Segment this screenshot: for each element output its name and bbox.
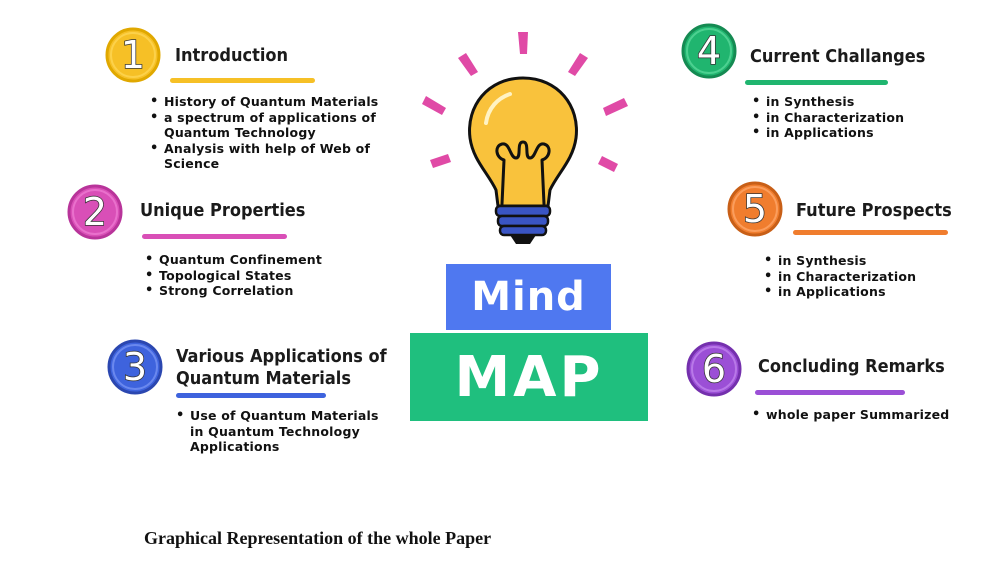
section-2-underline [142, 234, 287, 239]
number-6: 6 [701, 346, 727, 392]
list-item: Use of Quantum Materials in Quantum Tech… [176, 408, 391, 455]
section-1-bullets: History of Quantum Materials a spectrum … [150, 94, 380, 172]
section-2-bullets: Quantum Confinement Topological States S… [145, 252, 375, 299]
number-badge-6: 6 [685, 340, 743, 398]
list-item: in Characterization [752, 110, 952, 126]
list-item: in Synthesis [764, 253, 964, 269]
number-badge-3: 3 [106, 338, 164, 396]
section-4-bullets: in Synthesis in Characterization in Appl… [752, 94, 952, 141]
section-6-title: Concluding Remarks [758, 356, 945, 377]
number-1: 1 [120, 32, 146, 78]
light-ray-icon [422, 32, 628, 172]
mind-box: Mind [446, 264, 611, 330]
number-3: 3 [122, 344, 148, 390]
list-item: in Synthesis [752, 94, 952, 110]
light-bulb-icon [418, 28, 628, 253]
list-item: in Characterization [764, 269, 964, 285]
section-4-underline [745, 80, 888, 85]
section-3-bullets: Use of Quantum Materials in Quantum Tech… [176, 408, 391, 455]
map-box: MAP [410, 333, 648, 421]
number-badge-1: 1 [104, 26, 162, 84]
section-6-underline [755, 390, 905, 395]
list-item: Strong Correlation [145, 283, 375, 299]
mind-label: Mind [471, 274, 586, 320]
section-5-underline [793, 230, 948, 235]
figure-caption: Graphical Representation of the whole Pa… [144, 528, 492, 548]
section-5-bullets: in Synthesis in Characterization in Appl… [764, 253, 964, 300]
section-1-underline [170, 78, 315, 83]
list-item: Topological States [145, 268, 375, 284]
section-1-title: Introduction [175, 45, 289, 66]
list-item: Quantum Confinement [145, 252, 375, 268]
number-badge-4: 4 [680, 22, 738, 80]
list-item: in Applications [764, 284, 964, 300]
section-3-underline [176, 393, 326, 398]
map-label: MAP [454, 344, 604, 410]
list-item: whole paper Summarized [752, 407, 962, 423]
section-4-title: Current Challanges [750, 46, 926, 67]
section-2-title: Unique Properties [140, 200, 306, 221]
number-badge-2: 2 [66, 183, 124, 241]
number-badge-5: 5 [726, 180, 784, 238]
number-4: 4 [696, 28, 722, 74]
section-6-bullets: whole paper Summarized [752, 407, 962, 423]
section-5-title: Future Prospects [796, 200, 952, 221]
list-item: in Applications [752, 125, 952, 141]
list-item: a spectrum of applications of Quantum Te… [150, 110, 380, 141]
number-2: 2 [82, 189, 108, 235]
list-item: Analysis with help of Web of Science [150, 141, 380, 172]
section-3-title-line-2: Quantum Materials [176, 368, 351, 389]
list-item: History of Quantum Materials [150, 94, 380, 110]
section-3-title-line-1: Various Applications of [176, 346, 387, 367]
number-5: 5 [742, 186, 768, 232]
